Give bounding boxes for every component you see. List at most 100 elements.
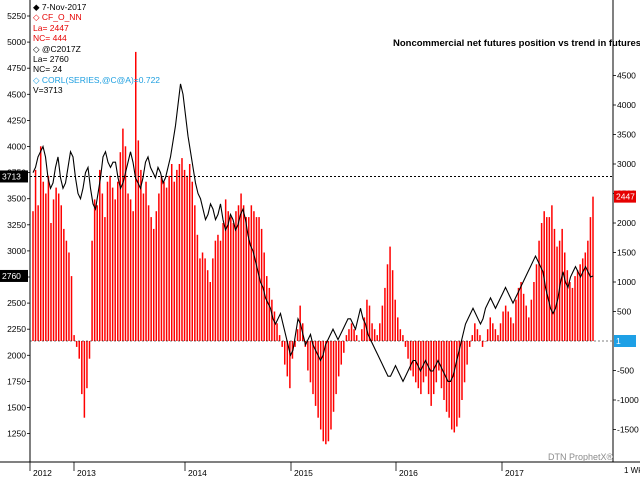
right-tick-label: 4000 bbox=[617, 100, 636, 110]
bar bbox=[486, 329, 489, 341]
bar bbox=[99, 169, 101, 341]
bar bbox=[394, 299, 396, 341]
corner-unit-one: 1 bbox=[624, 466, 631, 475]
bar bbox=[389, 246, 391, 341]
bar bbox=[268, 287, 271, 341]
bar bbox=[248, 217, 250, 341]
right-last-badge-bg bbox=[614, 190, 636, 203]
bar bbox=[204, 258, 206, 341]
bar bbox=[253, 211, 255, 341]
right-tick-label: -1000 bbox=[617, 395, 639, 405]
bar bbox=[510, 317, 512, 341]
bar bbox=[52, 199, 55, 341]
bar bbox=[443, 341, 445, 400]
bar bbox=[563, 252, 566, 341]
bar bbox=[520, 282, 522, 341]
bar bbox=[456, 341, 458, 427]
bar bbox=[286, 341, 289, 377]
left-tick-label: 1750 bbox=[7, 376, 26, 386]
bar bbox=[551, 205, 553, 341]
bar bbox=[86, 341, 88, 389]
bar bbox=[50, 223, 52, 341]
bar bbox=[348, 329, 350, 341]
bar bbox=[176, 169, 178, 341]
legend-series1-symbol: CF_O_NN bbox=[41, 12, 82, 23]
bar bbox=[93, 199, 96, 341]
bar bbox=[63, 228, 65, 341]
bar bbox=[561, 228, 563, 341]
bar bbox=[569, 282, 571, 341]
bar bbox=[584, 252, 587, 341]
bar bbox=[127, 193, 129, 341]
bar bbox=[353, 329, 355, 341]
bar bbox=[502, 311, 504, 341]
bar bbox=[106, 181, 109, 341]
bar bbox=[576, 270, 579, 341]
bar bbox=[450, 341, 453, 430]
x-tick-label: 2013 bbox=[77, 468, 96, 478]
right-zero-badge-text: 1 bbox=[616, 336, 621, 346]
bar bbox=[579, 264, 581, 341]
x-tick-label: 2015 bbox=[294, 468, 313, 478]
legend-series2-nc: NC= 24 bbox=[33, 64, 63, 75]
bar bbox=[227, 211, 229, 341]
bar bbox=[355, 335, 358, 341]
bar bbox=[150, 217, 152, 341]
bar bbox=[281, 341, 283, 347]
bar bbox=[499, 323, 502, 341]
bar bbox=[232, 223, 235, 341]
legend-series1-marker: ◇ bbox=[33, 12, 42, 23]
bar bbox=[296, 329, 299, 341]
bar bbox=[78, 341, 80, 359]
left-tick-label: 3000 bbox=[7, 246, 26, 256]
x-tick-label: 2016 bbox=[399, 468, 418, 478]
left-tick-label: 5250 bbox=[7, 11, 26, 21]
bar bbox=[314, 341, 317, 406]
legend-value: V=3713 bbox=[33, 85, 63, 96]
legend-series1-nc: NC= 444 bbox=[33, 33, 67, 44]
bar bbox=[73, 335, 75, 341]
bar bbox=[68, 252, 70, 341]
bar bbox=[206, 270, 209, 341]
value-badges: 3713 2760 2447 1 bbox=[0, 170, 636, 347]
bar bbox=[425, 341, 427, 377]
bar bbox=[194, 205, 196, 341]
left-tick-label: 4500 bbox=[7, 89, 26, 99]
bar bbox=[556, 246, 558, 341]
bar bbox=[119, 152, 122, 341]
bar bbox=[255, 217, 258, 341]
bar bbox=[319, 341, 322, 430]
bar bbox=[494, 329, 497, 341]
right-tick-label: -500 bbox=[617, 366, 634, 376]
bar bbox=[379, 323, 381, 341]
bar bbox=[47, 175, 50, 341]
bar bbox=[337, 341, 340, 377]
bar bbox=[237, 205, 240, 341]
bar bbox=[263, 252, 265, 341]
bar bbox=[91, 240, 93, 341]
bar bbox=[230, 217, 232, 341]
x-tick-label: 2014 bbox=[188, 468, 207, 478]
bar bbox=[307, 341, 309, 371]
bar bbox=[546, 217, 548, 341]
bar bbox=[273, 311, 276, 341]
legend-corr-row: ◇ CORL(SERIES,@C@A)=0.722 bbox=[33, 75, 160, 85]
bar bbox=[535, 264, 538, 341]
bar bbox=[533, 282, 535, 341]
bar bbox=[242, 205, 245, 341]
bar bbox=[420, 341, 422, 395]
bar bbox=[335, 341, 337, 395]
bar bbox=[404, 341, 407, 347]
bar bbox=[57, 193, 60, 341]
bar bbox=[327, 341, 330, 442]
legend: ◆ 7-Nov-2017 ◇ CF_O_NN La= 2447 NC= 444 … bbox=[33, 2, 160, 96]
bar bbox=[55, 187, 57, 341]
bar bbox=[317, 341, 319, 418]
bar bbox=[391, 270, 394, 341]
bar bbox=[350, 323, 353, 341]
bar bbox=[492, 323, 494, 341]
bar bbox=[170, 164, 173, 341]
bar bbox=[438, 341, 440, 371]
bar bbox=[574, 276, 576, 341]
